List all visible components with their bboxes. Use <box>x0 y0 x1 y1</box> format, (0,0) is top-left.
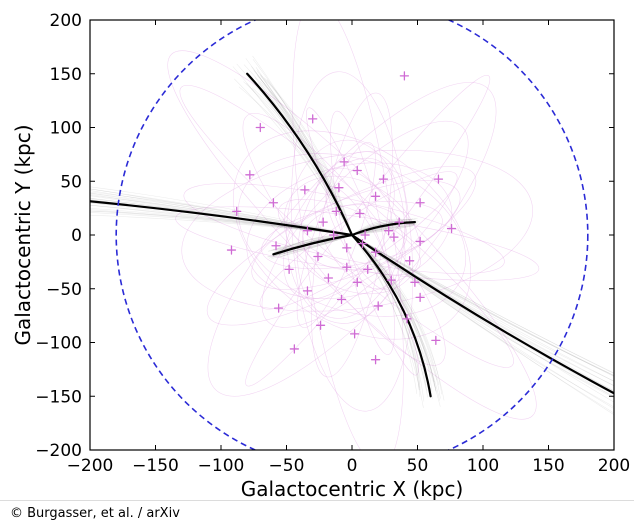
ytick-label: −100 <box>35 334 82 354</box>
cluster-marker <box>269 199 277 207</box>
cluster-marker <box>416 293 424 301</box>
cluster-marker <box>416 199 424 207</box>
cluster-marker <box>246 171 254 179</box>
x-axis-label: Galactocentric X (kpc) <box>241 477 464 501</box>
cluster-marker <box>372 356 380 364</box>
cluster-orbit <box>171 129 543 332</box>
trajectory-sample <box>239 87 352 235</box>
plot-area <box>0 0 634 473</box>
cluster-marker <box>227 246 235 254</box>
cluster-marker <box>340 158 348 166</box>
trajectory-sample <box>252 88 352 235</box>
cluster-marker <box>324 274 332 282</box>
cluster-marker <box>400 72 408 80</box>
ytick-label: 50 <box>60 172 82 192</box>
credit-line: © Burgasser, et al. / arXiv <box>0 500 634 527</box>
xtick-label: −150 <box>132 456 179 476</box>
xtick-label: −100 <box>198 456 245 476</box>
cluster-marker <box>416 237 424 245</box>
cluster-marker <box>372 192 380 200</box>
cluster-marker <box>319 218 327 226</box>
cluster-marker <box>390 233 398 241</box>
ytick-label: −50 <box>46 280 82 300</box>
cluster-marker <box>301 186 309 194</box>
orbit-chart: −200−150−100−50050100150200−200−150−100−… <box>0 0 634 527</box>
cluster-marker <box>379 175 387 183</box>
trajectory-sample <box>352 235 437 380</box>
trajectory-sample <box>352 235 634 450</box>
cluster-marker <box>432 336 440 344</box>
cluster-marker <box>338 296 346 304</box>
xtick-label: 200 <box>598 456 630 476</box>
xtick-label: 50 <box>407 456 429 476</box>
cluster-marker <box>256 124 264 132</box>
cluster-marker <box>275 304 283 312</box>
xtick-label: 0 <box>347 456 358 476</box>
trajectory-sample <box>352 235 439 385</box>
ytick-label: 150 <box>50 65 82 85</box>
chart-container: −200−150−100−50050100150200−200−150−100−… <box>0 0 634 527</box>
xtick-label: 100 <box>467 456 499 476</box>
cluster-marker <box>309 115 317 123</box>
ytick-label: 0 <box>71 226 82 246</box>
xtick-label: 150 <box>532 456 564 476</box>
cluster-marker <box>343 263 351 271</box>
cluster-marker <box>353 167 361 175</box>
cluster-marker <box>351 330 359 338</box>
y-axis-label: Galactocentric Y (kpc) <box>11 124 35 345</box>
xtick-label: −50 <box>269 456 305 476</box>
ytick-label: −150 <box>35 387 82 407</box>
cluster-marker <box>285 265 293 273</box>
ytick-label: 200 <box>50 11 82 31</box>
ytick-label: 100 <box>50 119 82 139</box>
ytick-label: −200 <box>35 441 82 461</box>
